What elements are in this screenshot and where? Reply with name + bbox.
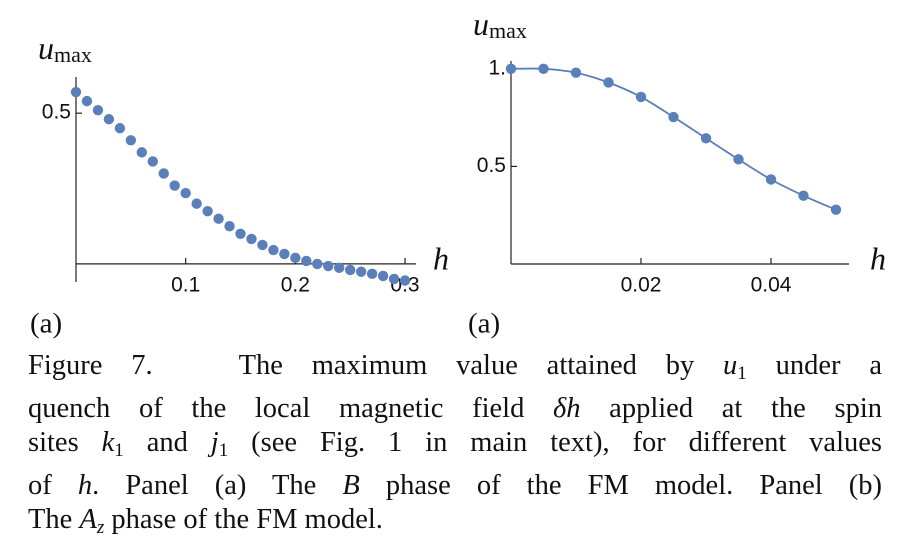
caption-text: quench of the local magnetic field: [28, 392, 553, 424]
data-point: [344, 264, 356, 276]
data-point: [830, 204, 842, 215]
data-point: [180, 187, 191, 199]
caption-text: phase of the FM model.: [104, 504, 383, 536]
data-point: [125, 135, 137, 146]
chart-panel: 0.02 0.04 1. 0.5 h umax (a): [468, 6, 886, 339]
data-point: [700, 133, 712, 144]
caption-text: 1: [114, 440, 124, 462]
x-axis-label: h: [870, 240, 886, 276]
caption-text: 1: [737, 363, 747, 384]
data-point: [202, 205, 213, 217]
data-point: [798, 190, 809, 201]
data-point: [279, 248, 290, 260]
caption-text: and: [123, 427, 211, 459]
y-axis-label: umax: [38, 30, 92, 67]
data-point: [70, 86, 82, 98]
figure: 0.10.20.30.5humax(a)0.020.041.0.5humax(a…: [30, 6, 886, 339]
data-point: [81, 95, 93, 107]
y-axis-label: umax: [473, 6, 527, 43]
x-tick-label: 0.1: [171, 273, 200, 296]
data-point: [334, 262, 345, 274]
data-point: [505, 63, 517, 75]
caption-text: under a: [746, 350, 882, 381]
caption-text: 1: [218, 440, 229, 462]
caption-text: h: [77, 469, 93, 501]
data-point: [268, 244, 279, 256]
data-point: [570, 67, 582, 78]
caption-line: sites k1 and j1 (see Fig. 1 in main text…: [28, 426, 882, 469]
data-point: [635, 91, 647, 103]
data-point: [224, 221, 235, 232]
data-point: [603, 77, 614, 88]
caption-text: k: [101, 427, 115, 459]
y-tick-label: 0.5: [42, 101, 71, 124]
caption-text: A: [79, 504, 97, 536]
data-point: [399, 275, 411, 286]
data-point: [213, 213, 224, 224]
x-axis-label: h: [433, 240, 449, 276]
caption-text: sites: [28, 427, 102, 459]
data-point: [377, 270, 389, 282]
data-point: [136, 147, 148, 158]
caption-line: The Az phase of the FM model.: [28, 503, 882, 546]
panel-label: (a): [30, 308, 62, 340]
caption-text: phase of the FM model. Panel (b): [359, 469, 882, 501]
caption-text: j: [210, 427, 219, 459]
data-point: [147, 156, 158, 167]
data-point: [169, 180, 180, 191]
caption-text: . Panel (a) The: [92, 469, 343, 501]
caption-text: (see Fig. 1 in main text), for different…: [228, 427, 882, 459]
data-point: [765, 174, 777, 185]
data-point: [355, 266, 367, 277]
panel-label: (a): [468, 308, 500, 340]
data-point: [290, 252, 301, 264]
y-tick-label: 1.: [488, 56, 506, 79]
caption-line: quench of the local magnetic field δh ap…: [28, 392, 882, 427]
data-point: [246, 233, 257, 245]
caption-text: Figure 7. The maximum value attained by: [28, 350, 724, 381]
caption-text: The: [28, 504, 80, 536]
caption-text: δh: [553, 392, 581, 424]
data-point: [158, 168, 169, 179]
x-tick-label: 0.2: [281, 273, 310, 296]
data-point: [114, 123, 126, 134]
data-point: [312, 258, 323, 270]
data-point: [538, 63, 549, 75]
data-point: [668, 111, 679, 123]
data-point: [733, 154, 744, 165]
y-axis-label-subscript: max: [489, 18, 527, 43]
caption-text: of: [28, 469, 78, 501]
data-point: [257, 239, 268, 251]
data-point: [191, 198, 202, 209]
caption-line: of h. Panel (a) The B phase of the FM mo…: [28, 469, 882, 504]
data-point: [301, 255, 312, 267]
caption-text: z: [96, 517, 105, 539]
caption: Figure 7. The maximum value attained by …: [28, 349, 882, 546]
y-axis-label-subscript: max: [54, 42, 92, 67]
x-tick-label: 0.02: [621, 274, 662, 297]
data-point: [235, 228, 246, 239]
caption-text: u: [723, 350, 738, 381]
data-point: [388, 273, 400, 285]
data-point: [323, 260, 334, 272]
data-point: [92, 104, 104, 116]
data-line: [510, 67, 837, 211]
data-point: [366, 268, 378, 280]
caption-text: applied at the spin: [580, 392, 882, 424]
data-point: [103, 114, 115, 125]
caption-text: B: [342, 469, 360, 501]
caption-line: Figure 7. The maximum value attained by …: [28, 349, 882, 392]
x-tick-label: 0.04: [751, 274, 792, 297]
y-tick-label: 0.5: [477, 154, 506, 177]
y-axis-label-main: u: [473, 6, 489, 42]
y-axis-label-main: u: [38, 30, 54, 66]
